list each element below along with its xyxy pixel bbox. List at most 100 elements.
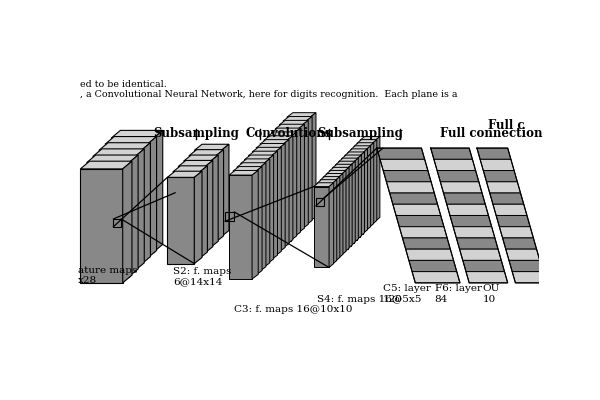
Polygon shape	[233, 166, 262, 171]
Polygon shape	[409, 260, 457, 272]
Polygon shape	[271, 133, 295, 237]
Polygon shape	[506, 249, 540, 260]
Text: ature maps
x28: ature maps x28	[78, 266, 137, 285]
Polygon shape	[460, 249, 501, 260]
Polygon shape	[236, 163, 266, 167]
Polygon shape	[194, 171, 202, 264]
Polygon shape	[263, 159, 270, 268]
Polygon shape	[80, 169, 123, 283]
Text: F6: layer
84: F6: layer 84	[434, 284, 482, 304]
Polygon shape	[248, 151, 277, 156]
Polygon shape	[399, 227, 447, 238]
Polygon shape	[306, 116, 312, 225]
Polygon shape	[335, 165, 350, 246]
Polygon shape	[194, 144, 229, 150]
Polygon shape	[499, 227, 533, 238]
Text: Full c: Full c	[488, 119, 525, 132]
Polygon shape	[496, 216, 530, 227]
Polygon shape	[302, 120, 308, 229]
Polygon shape	[275, 147, 281, 256]
Polygon shape	[241, 159, 270, 164]
Polygon shape	[314, 183, 334, 186]
Polygon shape	[484, 170, 517, 182]
Polygon shape	[437, 170, 479, 182]
Polygon shape	[338, 162, 354, 243]
Polygon shape	[386, 182, 434, 193]
Polygon shape	[287, 117, 310, 221]
Polygon shape	[396, 216, 444, 227]
Polygon shape	[263, 136, 293, 140]
Polygon shape	[434, 159, 476, 170]
Polygon shape	[503, 238, 536, 249]
Polygon shape	[341, 155, 361, 159]
Polygon shape	[512, 272, 546, 283]
Polygon shape	[229, 170, 258, 175]
Polygon shape	[148, 136, 157, 258]
Polygon shape	[189, 156, 216, 242]
Polygon shape	[347, 149, 368, 153]
Text: Convolutions: Convolutions	[245, 127, 331, 140]
Polygon shape	[406, 249, 454, 260]
Polygon shape	[323, 174, 343, 177]
Polygon shape	[357, 155, 361, 240]
Polygon shape	[317, 184, 332, 264]
Polygon shape	[372, 140, 377, 224]
Text: Subsampling: Subsampling	[153, 127, 239, 140]
Polygon shape	[326, 170, 346, 174]
Polygon shape	[480, 159, 514, 170]
Polygon shape	[393, 204, 441, 216]
Polygon shape	[375, 136, 380, 221]
Polygon shape	[341, 159, 357, 240]
Polygon shape	[389, 193, 437, 204]
Text: Full connection: Full connection	[440, 127, 542, 140]
Polygon shape	[221, 144, 229, 237]
Polygon shape	[279, 125, 302, 229]
Text: S4: f. maps 16@5x5: S4: f. maps 16@5x5	[317, 295, 421, 304]
Polygon shape	[86, 163, 129, 277]
Polygon shape	[283, 116, 312, 121]
Polygon shape	[377, 148, 425, 159]
Polygon shape	[354, 143, 374, 146]
Text: , a Convolutional Neural Network, here for digits recognition.  Each plane is a: , a Convolutional Neural Network, here f…	[80, 90, 458, 99]
Polygon shape	[178, 160, 213, 166]
Polygon shape	[363, 149, 368, 234]
Polygon shape	[252, 170, 258, 279]
Polygon shape	[431, 148, 472, 159]
Polygon shape	[466, 272, 508, 283]
Polygon shape	[490, 193, 524, 204]
Polygon shape	[298, 124, 304, 233]
Polygon shape	[344, 156, 360, 237]
Polygon shape	[92, 149, 144, 156]
Polygon shape	[360, 152, 364, 237]
Polygon shape	[338, 174, 343, 258]
Polygon shape	[244, 160, 268, 264]
Bar	[113, 219, 121, 227]
Polygon shape	[357, 144, 372, 224]
Text: C3: f. maps 16@10x10: C3: f. maps 16@10x10	[235, 305, 353, 314]
Polygon shape	[290, 132, 297, 240]
Polygon shape	[314, 186, 329, 268]
Text: OU
10: OU 10	[482, 284, 500, 304]
Polygon shape	[450, 216, 491, 227]
Polygon shape	[178, 166, 205, 253]
Polygon shape	[252, 147, 281, 152]
Polygon shape	[344, 167, 349, 252]
Polygon shape	[354, 158, 358, 243]
Polygon shape	[487, 182, 521, 193]
Polygon shape	[329, 183, 334, 268]
Polygon shape	[141, 143, 151, 264]
Polygon shape	[111, 138, 154, 252]
Polygon shape	[493, 204, 527, 216]
Polygon shape	[383, 170, 431, 182]
Polygon shape	[99, 143, 151, 150]
Polygon shape	[283, 140, 289, 248]
Polygon shape	[440, 182, 482, 193]
Polygon shape	[268, 155, 274, 264]
Polygon shape	[271, 151, 277, 260]
Polygon shape	[457, 238, 498, 249]
Polygon shape	[252, 152, 275, 256]
Polygon shape	[256, 148, 279, 252]
Polygon shape	[173, 172, 200, 258]
Polygon shape	[260, 144, 283, 248]
Polygon shape	[111, 130, 163, 138]
